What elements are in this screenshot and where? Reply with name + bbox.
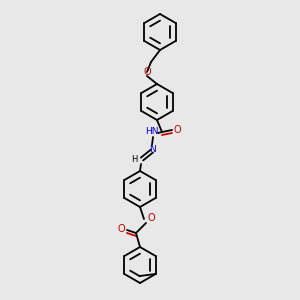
Text: HN: HN [145, 128, 159, 136]
Text: O: O [173, 125, 181, 135]
Text: H: H [131, 155, 137, 164]
Text: O: O [147, 213, 155, 223]
Text: O: O [117, 224, 125, 234]
Text: N: N [148, 145, 155, 154]
Text: O: O [143, 67, 151, 77]
